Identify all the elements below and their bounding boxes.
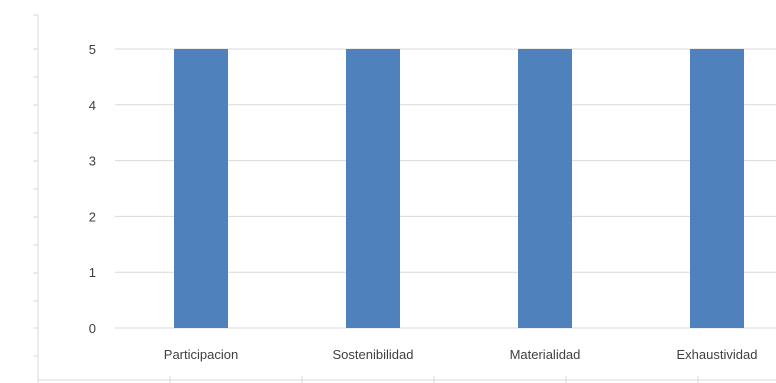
- x-category-label: Materialidad: [510, 347, 581, 362]
- bar: [346, 49, 400, 328]
- bar: [174, 49, 228, 328]
- y-axis-ticks: 0 1 2 3 4 5: [89, 42, 96, 336]
- y-tick-label: 1: [89, 265, 96, 280]
- y-tick-label: 5: [89, 42, 96, 57]
- x-category-label: Sostenibilidad: [333, 347, 414, 362]
- y-tick-label: 2: [89, 209, 96, 224]
- y-tick-label: 3: [89, 154, 96, 169]
- bar: [690, 49, 744, 328]
- x-axis-labels: Participacion Sostenibilidad Materialidad E…: [164, 347, 758, 362]
- chart-frame: [33, 14, 776, 383]
- bars: [174, 49, 744, 328]
- bar: [518, 49, 572, 328]
- x-category-label: Participacion: [164, 347, 238, 362]
- x-category-label: Exhaustividad: [677, 347, 758, 362]
- y-tick-label: 0: [89, 321, 96, 336]
- y-tick-label: 4: [89, 98, 96, 113]
